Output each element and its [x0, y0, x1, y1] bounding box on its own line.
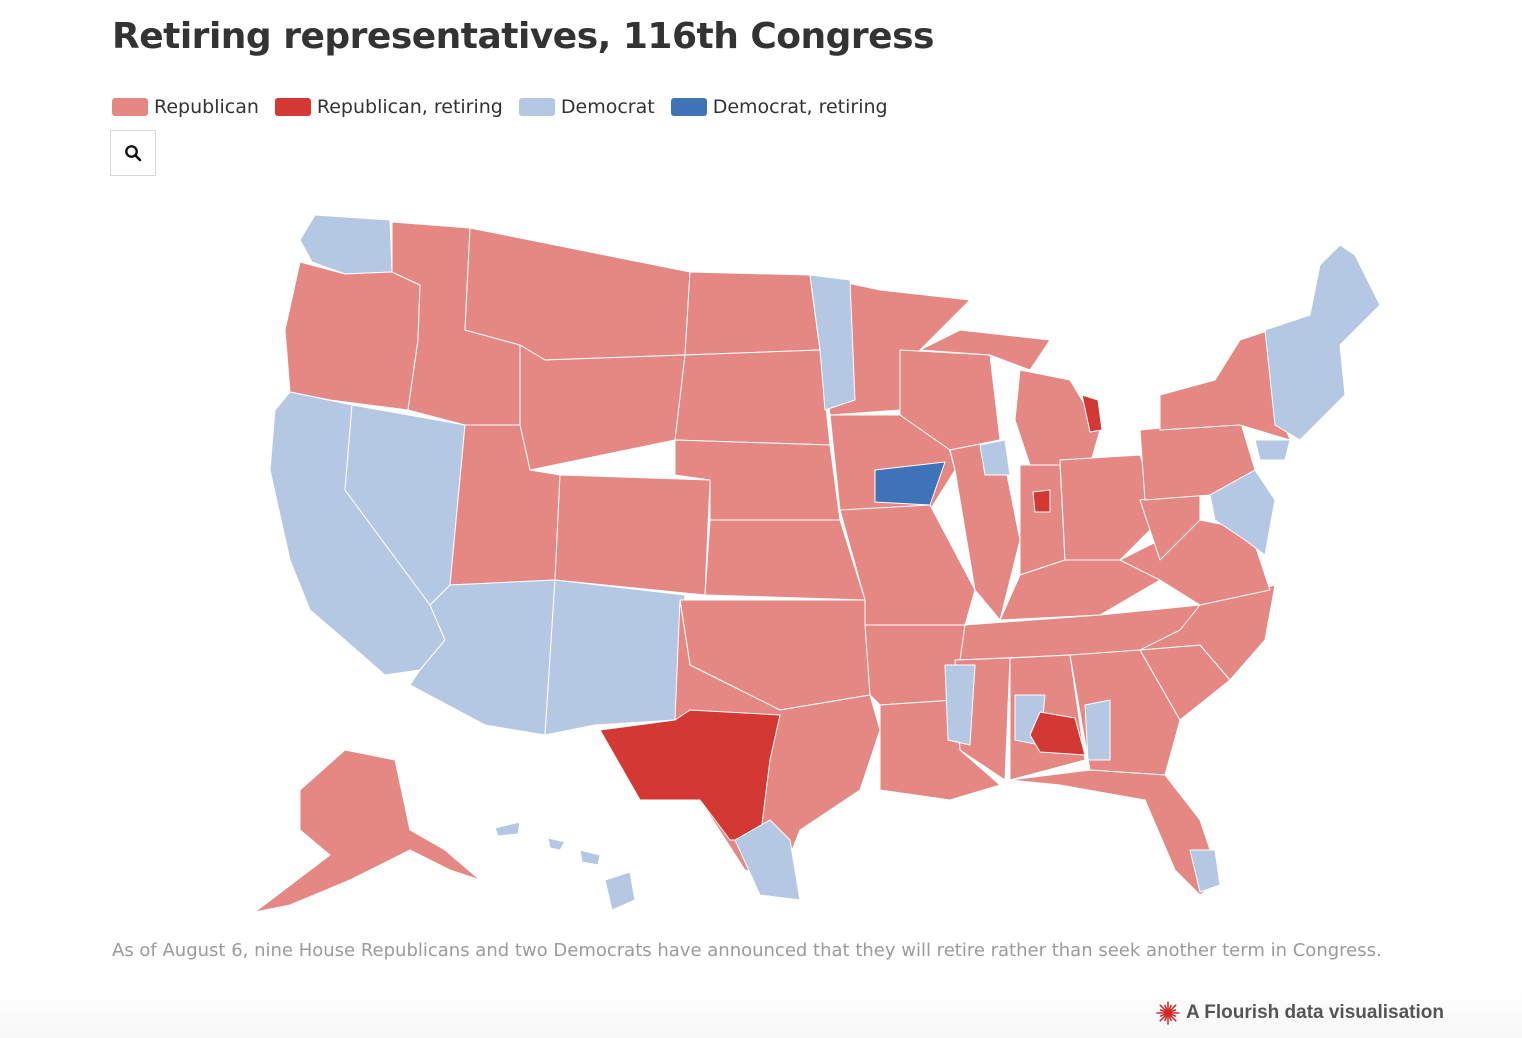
region-texas-south[interactable]	[734, 819, 801, 901]
legend-item-democrat-retiring[interactable]: Democrat, retiring	[670, 96, 888, 118]
region-new-mexico[interactable]	[544, 579, 686, 736]
region-alaska[interactable]	[254, 749, 481, 913]
region-south-dakota[interactable]	[674, 349, 831, 446]
legend-label: Democrat	[560, 96, 655, 118]
credit-label: A Flourish data visualisation	[1186, 1002, 1444, 1023]
region-north-dakota[interactable]	[684, 271, 821, 356]
region-chicago[interactable]	[979, 439, 1011, 476]
region-ohio[interactable]	[1059, 454, 1161, 561]
region-hawaii[interactable]	[494, 821, 636, 911]
region-kansas[interactable]	[704, 519, 866, 601]
map-title: Retiring representatives, 116th Congress	[112, 16, 934, 57]
region-north-carolina[interactable]	[1139, 584, 1276, 681]
legend-label: Democrat, retiring	[712, 96, 888, 118]
region-new-england[interactable]	[1264, 244, 1381, 441]
footer-band	[0, 990, 1522, 1038]
region-alabama-southeast[interactable]	[1029, 711, 1086, 756]
region-washington[interactable]	[299, 214, 393, 275]
region-michigan-thumb[interactable]	[1081, 394, 1103, 433]
region-oregon[interactable]	[284, 261, 421, 411]
map-canvas[interactable]	[240, 200, 1400, 920]
legend-item-republican-retiring[interactable]: Republican, retiring	[274, 96, 503, 118]
region-minnesota-east[interactable]	[809, 274, 856, 411]
legend-swatch	[112, 98, 148, 116]
region-texas-west[interactable]	[599, 709, 781, 841]
legend-swatch	[670, 98, 707, 116]
region-new-york-city[interactable]	[1254, 439, 1291, 461]
flourish-credit-link[interactable]: A Flourish data visualisation	[1156, 1001, 1444, 1025]
region-georgia-southwest[interactable]	[1084, 699, 1111, 761]
region-wyoming[interactable]	[519, 344, 686, 471]
flourish-logo-icon	[1156, 1001, 1180, 1025]
region-michigan-upper[interactable]	[919, 329, 1051, 371]
region-florida[interactable]	[1009, 769, 1221, 896]
region-mississippi-delta[interactable]	[944, 664, 976, 746]
region-colorado[interactable]	[554, 474, 711, 596]
search-icon	[125, 145, 142, 162]
region-florida-south[interactable]	[1189, 849, 1221, 893]
legend: Republican Republican, retiring Democrat…	[112, 96, 888, 118]
region-indiana-central[interactable]	[1032, 489, 1051, 513]
legend-item-democrat[interactable]: Democrat	[518, 96, 655, 118]
legend-swatch	[274, 98, 311, 116]
region-arizona[interactable]	[409, 579, 556, 736]
legend-item-republican[interactable]: Republican	[112, 96, 259, 118]
search-button[interactable]	[110, 130, 156, 176]
legend-swatch	[518, 98, 555, 116]
legend-label: Republican, retiring	[316, 96, 503, 118]
region-mid-atlantic[interactable]	[1209, 469, 1276, 556]
region-indiana[interactable]	[1019, 464, 1066, 576]
us-district-map[interactable]	[240, 200, 1400, 920]
map-caption: As of August 6, nine House Republicans a…	[112, 940, 1382, 961]
legend-label: Republican	[154, 96, 259, 118]
